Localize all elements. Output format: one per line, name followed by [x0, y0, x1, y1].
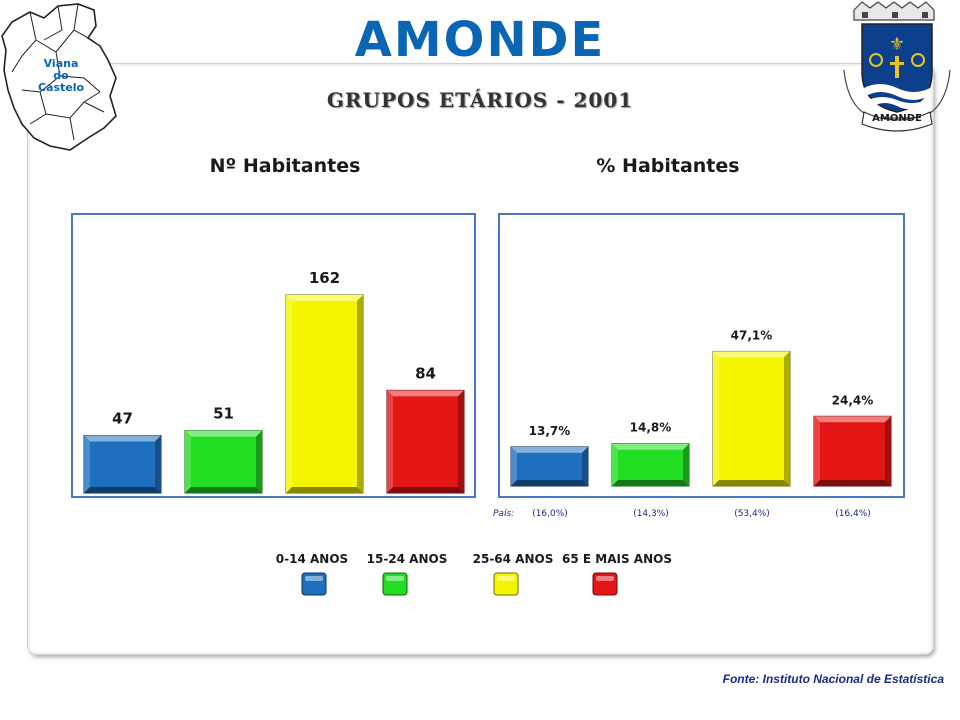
crest-label: AMONDE [872, 113, 922, 124]
legend-label-1: 15-24 ANOS [367, 552, 448, 566]
count-bar-3-bevel-right [458, 390, 464, 493]
count-bar-1-bevel-bottom [185, 487, 262, 493]
count-bar-1 [184, 430, 263, 494]
country-value-2: (53,4%) [734, 509, 770, 519]
percent-value-label-2: 47,1% [731, 328, 773, 342]
count-bar-1-bevel-left [185, 430, 191, 493]
country-value-3: (16,4%) [835, 509, 871, 519]
percent-bar-1-bevel-right [683, 443, 689, 486]
count-value-label-1: 51 [213, 405, 234, 423]
count-bar-2-bevel-bottom [286, 487, 363, 493]
map-label: Viana do Castelo [30, 58, 92, 94]
map-logo [1, 3, 117, 151]
count-bar-3-bevel-top [387, 390, 464, 397]
country-value-0: (16,0%) [532, 509, 568, 519]
coat-of-arms: ⚜ [843, 1, 951, 132]
percent-bar-0-bevel-top [511, 446, 588, 453]
count-bar-3-bevel-left [387, 390, 393, 493]
legend-label-0: 0-14 ANOS [276, 552, 348, 566]
percent-bar-3-bevel-right [885, 416, 891, 486]
percent-bar-2-bevel-right [784, 351, 790, 486]
percent-bar-3-bevel-top [814, 416, 891, 423]
legend-swatch-2-highlight [497, 576, 515, 581]
count-bar-2-bevel-right [357, 295, 363, 493]
percent-bar-2-bevel-left [713, 351, 719, 486]
percent-bar-0-bevel-right [582, 446, 588, 486]
percent-bar-1-bevel-left [612, 443, 618, 486]
count-bar-0-bevel-left [84, 435, 90, 493]
percent-bar-0-bevel-left [511, 446, 517, 486]
legend-swatch-0-highlight [305, 576, 323, 581]
percent-value-label-3: 24,4% [832, 393, 874, 407]
count-bar-2-bevel-top [286, 295, 363, 301]
percent-bar-2 [712, 350, 791, 487]
chart-title-percent: % Habitantes [596, 155, 740, 177]
percent-bar-2-bevel-top [713, 351, 790, 358]
map-label-line3: Castelo [37, 81, 85, 94]
count-bar-0-bevel-bottom [84, 487, 161, 493]
count-bar-2-bevel-left [286, 295, 292, 493]
legend-swatch-1-highlight [386, 576, 404, 581]
percent-bar-1-bevel-top [612, 443, 689, 450]
percent-value-label-0: 13,7% [529, 424, 571, 438]
page-subtitle: GRUPOS ETÁRIOS - 2001 [326, 88, 634, 112]
percent-value-label-1: 14,8% [630, 421, 672, 435]
page-title: AMONDE [354, 12, 606, 68]
count-value-label-3: 84 [415, 364, 436, 382]
map-label-line1: Viana [43, 57, 79, 70]
count-value-label-0: 47 [112, 410, 133, 428]
percent-bar-3-bevel-left [814, 416, 820, 486]
percent-bar-3-bevel-bottom [814, 480, 891, 486]
percent-bar-1 [611, 443, 690, 487]
count-bar-1-bevel-right [256, 430, 262, 493]
count-bar-3 [386, 389, 465, 494]
percent-bar-3 [813, 415, 892, 487]
source-note: Fonte: Instituto Nacional de Estatística [722, 672, 944, 686]
percent-bar-2-bevel-bottom [713, 480, 790, 486]
count-bar-0 [83, 435, 162, 494]
count-bar-2 [285, 294, 364, 494]
country-value-1: (14,3%) [633, 509, 669, 519]
legend-label-3: 65 E MAIS ANOS [562, 552, 672, 566]
count-bar-0-bevel-top [84, 435, 161, 442]
chart-title-count: Nº Habitantes [209, 155, 361, 177]
map-label-line2: do [53, 69, 69, 82]
percent-bar-1-bevel-bottom [612, 480, 689, 486]
svg-text:⚜: ⚜ [889, 34, 905, 55]
legend-swatch-3-highlight [596, 576, 614, 581]
percent-bar-0-bevel-bottom [511, 480, 588, 486]
count-bar-1-bevel-top [185, 430, 262, 437]
country-row-label: País: [493, 509, 514, 519]
count-bar-3-bevel-bottom [387, 487, 464, 493]
count-value-label-2: 162 [309, 269, 340, 287]
count-bar-0-bevel-right [155, 435, 161, 493]
legend-label-2: 25-64 ANOS [473, 552, 554, 566]
